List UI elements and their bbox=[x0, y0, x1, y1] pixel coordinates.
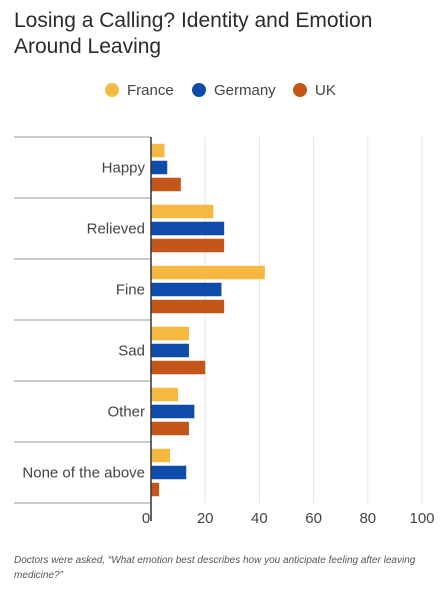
bar-uk-none-of-the-above bbox=[151, 482, 160, 497]
bar-france-other bbox=[151, 387, 179, 402]
legend-item-france: France bbox=[105, 78, 174, 102]
bar-germany-sad bbox=[151, 343, 189, 358]
bar-france-relieved bbox=[151, 204, 214, 219]
bar-uk-relieved bbox=[151, 238, 225, 253]
legend-item-uk: UK bbox=[293, 78, 336, 102]
x-tick-label: 100 bbox=[409, 510, 434, 527]
bar-germany-other bbox=[151, 404, 195, 419]
category-label: None of the above bbox=[22, 465, 145, 482]
bar-uk-happy bbox=[151, 177, 181, 192]
x-tick-label: 0 bbox=[142, 510, 150, 527]
bar-uk-sad bbox=[151, 360, 206, 375]
bar-germany-fine bbox=[151, 282, 222, 297]
x-tick-label: 40 bbox=[251, 510, 268, 527]
legend-label-uk: UK bbox=[315, 81, 336, 99]
bar-germany-relieved bbox=[151, 221, 225, 236]
bar-germany-happy bbox=[151, 160, 168, 175]
legend-label-france: France bbox=[127, 81, 174, 99]
chart-footnote: Doctors were asked, “What emotion best d… bbox=[14, 555, 416, 581]
bar-germany-none-of-the-above bbox=[151, 465, 187, 480]
bar-france-none-of-the-above bbox=[151, 448, 170, 463]
bar-uk-fine bbox=[151, 299, 225, 314]
x-tick-label: 60 bbox=[305, 510, 322, 527]
bar-france-fine bbox=[151, 265, 265, 280]
category-label: Fine bbox=[116, 282, 145, 299]
category-label: Sad bbox=[118, 343, 145, 360]
category-label: Happy bbox=[102, 160, 146, 177]
chart-legend: France Germany UK bbox=[0, 78, 448, 102]
x-tick-label: 80 bbox=[359, 510, 376, 527]
x-tick-label: 20 bbox=[197, 510, 214, 527]
legend-item-germany: Germany bbox=[192, 78, 276, 102]
bar-chart: Happy Relieved Fine Sad Other None of the abo… bbox=[14, 136, 435, 527]
legend-swatch-germany bbox=[192, 83, 206, 97]
category-label: Relieved bbox=[87, 221, 145, 238]
category-label: Other bbox=[107, 404, 145, 421]
chart-title: Losing a Calling? Identity and Emotion A… bbox=[14, 9, 373, 58]
bar-uk-other bbox=[151, 421, 189, 436]
legend-swatch-france bbox=[105, 83, 119, 97]
legend-swatch-uk bbox=[293, 83, 307, 97]
bar-france-happy bbox=[151, 143, 165, 158]
legend-label-germany: Germany bbox=[214, 81, 276, 99]
bar-france-sad bbox=[151, 326, 189, 341]
